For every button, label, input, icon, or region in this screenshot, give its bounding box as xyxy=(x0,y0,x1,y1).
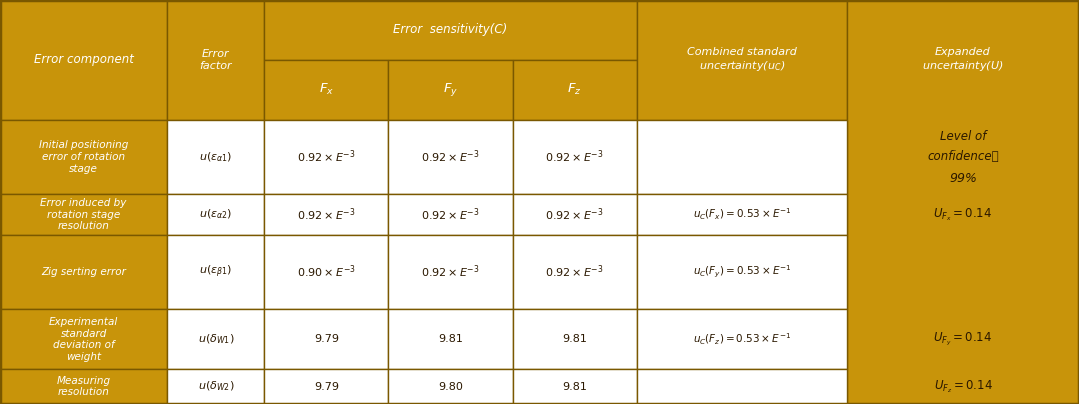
Bar xyxy=(513,194,637,235)
Text: 9.81: 9.81 xyxy=(438,335,463,344)
Bar xyxy=(637,309,847,369)
Bar xyxy=(0,194,167,235)
Bar xyxy=(0,309,167,369)
Text: $0.92\times E^{-3}$: $0.92\times E^{-3}$ xyxy=(421,264,480,280)
Text: 9.81: 9.81 xyxy=(562,335,587,344)
Bar xyxy=(0,235,167,309)
Text: $u(\varepsilon_{\beta 1})$: $u(\varepsilon_{\beta 1})$ xyxy=(200,264,232,280)
Bar xyxy=(0,120,167,194)
Bar xyxy=(167,0,264,120)
Text: $0.92\times E^{-3}$: $0.92\times E^{-3}$ xyxy=(545,264,604,280)
Text: $u(\varepsilon_{\alpha 1})$: $u(\varepsilon_{\alpha 1})$ xyxy=(200,150,232,164)
Bar xyxy=(388,120,513,194)
Bar xyxy=(167,369,264,404)
Bar xyxy=(167,309,264,369)
Text: $u_C(F_z)=0.53\times E^{-1}$: $u_C(F_z)=0.53\times E^{-1}$ xyxy=(693,332,791,347)
Text: $U_{F_x}=0.14$: $U_{F_x}=0.14$ xyxy=(933,206,993,223)
Bar xyxy=(637,120,847,194)
Bar xyxy=(388,309,513,369)
Bar xyxy=(847,0,1079,404)
Text: Zig serting error: Zig serting error xyxy=(41,267,126,277)
Bar xyxy=(264,0,637,60)
Bar xyxy=(388,194,513,235)
Bar xyxy=(0,369,167,404)
Bar xyxy=(264,120,388,194)
Text: $u_C(F_y)=0.53\times E^{-1}$: $u_C(F_y)=0.53\times E^{-1}$ xyxy=(693,264,791,280)
Bar xyxy=(264,194,388,235)
Text: $u(\varepsilon_{\alpha 2})$: $u(\varepsilon_{\alpha 2})$ xyxy=(200,208,232,221)
Text: $F_x$: $F_x$ xyxy=(318,82,334,97)
Text: Error  sensitivity(C): Error sensitivity(C) xyxy=(394,23,507,36)
Bar xyxy=(513,235,637,309)
Text: $0.92\times E^{-3}$: $0.92\times E^{-3}$ xyxy=(297,206,356,223)
Text: $F_y$: $F_y$ xyxy=(442,81,459,98)
Bar xyxy=(264,60,388,120)
Bar xyxy=(637,369,847,404)
Text: $0.92\times E^{-3}$: $0.92\times E^{-3}$ xyxy=(421,206,480,223)
Text: $U_{F_z}=0.14$: $U_{F_z}=0.14$ xyxy=(933,378,993,395)
Text: 9.79: 9.79 xyxy=(314,335,339,344)
Text: Level of: Level of xyxy=(940,130,986,143)
Bar xyxy=(388,369,513,404)
Text: Experimental
standard
deviation of
weight: Experimental standard deviation of weigh… xyxy=(49,317,119,362)
Text: confidence：: confidence： xyxy=(927,150,999,163)
Text: $0.92\times E^{-3}$: $0.92\times E^{-3}$ xyxy=(421,149,480,165)
Text: $0.92\times E^{-3}$: $0.92\times E^{-3}$ xyxy=(545,206,604,223)
Text: Error component: Error component xyxy=(33,53,134,66)
Text: $0.92\times E^{-3}$: $0.92\times E^{-3}$ xyxy=(297,149,356,165)
Bar xyxy=(0,0,167,120)
Bar xyxy=(264,369,388,404)
Bar xyxy=(167,235,264,309)
Text: $F_z$: $F_z$ xyxy=(568,82,582,97)
Text: Expanded
uncertainty($U$): Expanded uncertainty($U$) xyxy=(923,47,1003,73)
Bar xyxy=(167,194,264,235)
Text: 9.80: 9.80 xyxy=(438,382,463,391)
Bar xyxy=(167,120,264,194)
Text: Measuring
resolution: Measuring resolution xyxy=(56,376,111,398)
Bar xyxy=(264,309,388,369)
Bar xyxy=(513,309,637,369)
Bar xyxy=(388,235,513,309)
Text: Initial positioning
error of rotation
stage: Initial positioning error of rotation st… xyxy=(39,140,128,174)
Text: 9.79: 9.79 xyxy=(314,382,339,391)
Bar xyxy=(513,120,637,194)
Bar xyxy=(637,0,847,120)
Bar xyxy=(513,369,637,404)
Text: 9.81: 9.81 xyxy=(562,382,587,391)
Bar xyxy=(637,194,847,235)
Text: $u(\delta_{W2})$: $u(\delta_{W2})$ xyxy=(197,380,234,393)
Text: $0.90\times E^{-3}$: $0.90\times E^{-3}$ xyxy=(297,264,356,280)
Text: 99%: 99% xyxy=(950,172,976,185)
Bar xyxy=(513,60,637,120)
Text: $u(\delta_{W1})$: $u(\delta_{W1})$ xyxy=(197,332,234,346)
Text: $U_{F_y}=0.14$: $U_{F_y}=0.14$ xyxy=(933,331,993,348)
Bar xyxy=(264,235,388,309)
Text: Error induced by
rotation stage
resolution: Error induced by rotation stage resoluti… xyxy=(40,198,127,231)
Bar xyxy=(637,235,847,309)
Text: $u_C(F_x)=0.53\times E^{-1}$: $u_C(F_x)=0.53\times E^{-1}$ xyxy=(693,207,791,222)
Bar xyxy=(388,60,513,120)
Text: Error
factor: Error factor xyxy=(200,49,232,71)
Text: Combined standard
uncertainty($u_C$): Combined standard uncertainty($u_C$) xyxy=(687,47,796,73)
Text: $0.92\times E^{-3}$: $0.92\times E^{-3}$ xyxy=(545,149,604,165)
